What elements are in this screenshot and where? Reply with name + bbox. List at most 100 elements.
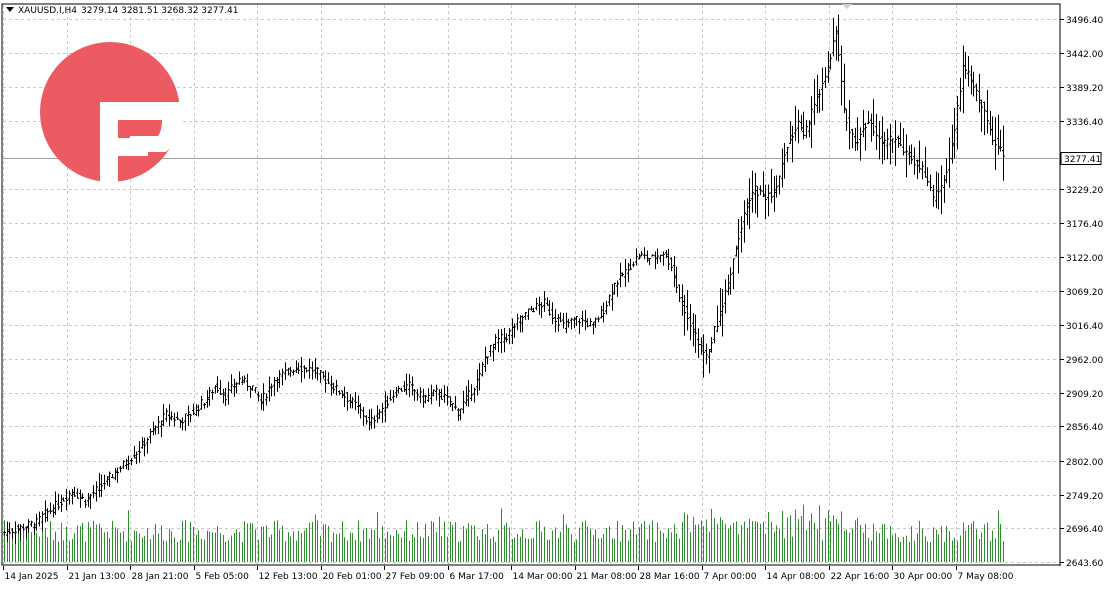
ohlc-bar [235,381,238,394]
ohlc-bar [548,300,551,316]
ohlc-bar [999,129,1002,152]
ohlc-bar [319,370,322,384]
ohlc-bar [176,411,179,420]
ohlc-bar [748,178,751,230]
ohlc-bar [532,307,535,313]
ohlc-bar [44,500,47,523]
ohlc-bar [125,458,128,470]
ohlc-bar [808,120,811,138]
ohlc-bar [640,251,643,257]
ohlc-bar [405,373,408,395]
ohlc-bar [589,318,592,327]
ohlc-bar [929,174,932,192]
ohlc-bar [597,316,600,323]
x-tick-label: 14 Mar 00:00 [513,572,573,582]
ohlc-bar [794,105,797,141]
ohlc-bar [246,373,249,392]
ohlc-bar [162,404,165,427]
ohlc-bar [197,404,200,417]
ohlc-bar [729,267,732,295]
ohlc-bar [365,415,368,425]
ohlc-bar [473,387,476,403]
ohlc-bar [689,303,692,341]
ohlc-bar [57,493,60,511]
volume-bars [4,504,1004,562]
ohlc-bar [700,337,703,355]
ohlc-bar [114,467,117,481]
ohlc-bar [386,395,389,409]
ohlc-bar [503,328,506,353]
ohlc-bar [756,186,759,218]
ohlc-bar [702,334,705,378]
symbol-label: XAUUSD.I,H4 [18,6,78,16]
ohlc-bar [376,405,379,423]
shift-marker-icon[interactable] [842,4,852,9]
ohlc-bar [665,250,668,259]
ohlc-bar [154,425,157,435]
ohlc-bar [948,137,951,188]
ohlc-bar [864,122,867,151]
ohlc-bar [953,107,956,159]
ohlc-bar [8,522,11,534]
ohlc-bar [133,446,136,459]
ohlc-bar [991,116,994,146]
ohlc-bar [562,312,565,329]
ohlc-bar [497,329,500,353]
y-tick-label: 3176.40 [1066,220,1103,230]
ohlc-bar [206,390,209,408]
ohlc-bar [889,123,892,165]
ohlc-bar [330,375,333,396]
ohlc-bar [389,389,392,401]
ohlc-bar [829,53,832,70]
ohlc-bar [446,386,449,406]
ohlc-bar [602,302,605,323]
ohlc-bar [686,290,689,331]
ohlc-bar [157,415,160,435]
ohlc-bar [638,253,641,260]
ohlc-bar [632,261,635,268]
ohlc-bar [554,308,557,333]
ohlc-bar [956,95,959,150]
ohlc-bar [362,407,365,426]
ohlc-bar [543,291,546,312]
x-tick-label: 5 Feb 05:00 [196,572,250,582]
ohlc-bar [592,321,595,335]
ohlc-bar [165,408,168,422]
y-tick-label: 2802.00 [1066,458,1103,468]
ohlc-bar [867,111,870,125]
ohlc-bar [33,522,36,536]
ohlc-bar [284,362,287,381]
ohlc-bar [22,523,25,532]
ohlc-bar [308,358,311,379]
ohlc-bar [737,218,740,274]
ohlc-bar [716,305,719,333]
ohlc-bar [559,312,562,323]
ohlc-bar [349,393,352,409]
ohlc-bar [989,110,992,136]
ohlc-bar [270,383,273,397]
ohlc-bar [111,473,114,479]
ohlc-bar [916,159,919,180]
ohlc-bar [311,361,314,380]
ohlc-bar [257,391,260,402]
ohlc-bar [200,395,203,410]
ohlc-bar [735,245,738,257]
ohlc-bar [608,294,611,307]
ohlc-bar [430,384,433,405]
ohlc-bar [710,337,713,353]
ohlc-bar [964,51,967,79]
ohlc-bar [743,200,746,243]
open-value: 3279.14 [81,6,119,16]
ohlc-bar [978,73,981,113]
dropdown-triangle-icon[interactable] [6,7,14,12]
ohlc-bar [902,128,905,156]
ohlc-bar [38,511,41,527]
ohlc-bar [422,388,425,408]
x-tick-label: 21 Mar 08:00 [577,572,637,582]
ohlc-bar [751,170,754,213]
ohlc-bar [951,124,954,164]
ohlc-bar [519,315,522,333]
x-tick-label: 14 Apr 08:00 [767,572,826,582]
